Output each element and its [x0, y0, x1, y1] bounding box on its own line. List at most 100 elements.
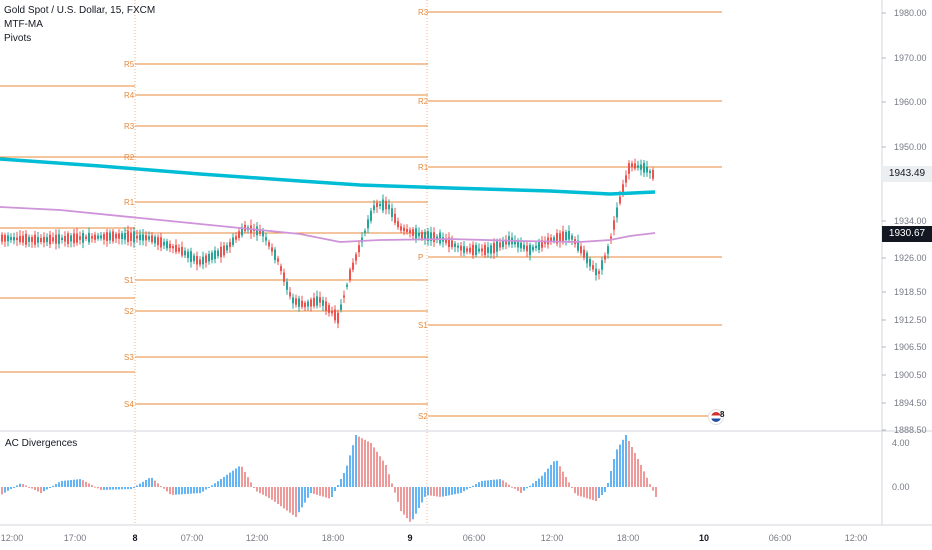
candle-body — [559, 233, 561, 242]
histogram-bar — [100, 487, 102, 490]
histogram-bar — [460, 487, 462, 493]
candle-body — [142, 234, 144, 241]
price-axis-label: 1900.50 — [894, 370, 927, 380]
pivot-label: R1 — [124, 198, 135, 207]
histogram-bar — [619, 444, 621, 487]
candle-body — [499, 242, 501, 248]
candle-body — [94, 234, 96, 240]
time-axis-label: 06:00 — [769, 533, 792, 543]
histogram-bar — [415, 487, 417, 514]
symbol-title[interactable]: Gold Spot / U.S. Dollar, 15, FXCM — [4, 5, 156, 16]
histogram-bar — [94, 486, 96, 488]
candle-body — [337, 312, 339, 324]
candle-body — [565, 231, 567, 241]
candle-body — [544, 241, 546, 244]
us-flag-event-icon[interactable] — [708, 409, 724, 425]
histogram-bar — [214, 483, 216, 487]
histogram-bar — [109, 487, 111, 490]
candle-body — [157, 237, 159, 246]
candle-body — [388, 204, 390, 210]
histogram-bar — [580, 487, 582, 497]
candle-body — [451, 240, 453, 248]
histogram-bar — [238, 466, 240, 487]
candle-body — [604, 255, 606, 260]
candle-body — [169, 243, 171, 249]
histogram-bar — [52, 485, 54, 487]
histogram-bar — [175, 487, 177, 495]
candle-body — [199, 259, 201, 265]
histogram-bar — [601, 487, 603, 495]
indicator-pivots[interactable]: Pivots — [4, 33, 32, 44]
histogram-bar — [598, 487, 600, 498]
candle-body — [637, 165, 639, 168]
candle-body — [487, 247, 489, 253]
histogram-bar — [127, 487, 129, 490]
candle-body — [631, 163, 633, 168]
histogram-bar — [418, 487, 420, 509]
candle-body — [523, 244, 525, 250]
candle-body — [580, 246, 582, 254]
candle-body — [208, 253, 210, 262]
ma-fast-line — [0, 157, 656, 196]
candle-body — [79, 236, 81, 240]
histogram-bar — [514, 487, 516, 489]
histogram-bar — [43, 487, 45, 492]
histogram-bar — [448, 487, 450, 496]
histogram-bar — [442, 487, 444, 497]
candle-body — [535, 245, 537, 249]
candle-body — [331, 310, 333, 314]
histogram-bar — [370, 443, 372, 487]
histogram-bar — [139, 483, 141, 487]
histogram-bar — [478, 482, 480, 487]
candle-body — [118, 233, 120, 239]
histogram-bar — [604, 487, 606, 492]
candle-body — [454, 243, 456, 247]
oscillator-title[interactable]: AC Divergences — [5, 438, 78, 449]
histogram-bar — [283, 487, 285, 509]
histogram-bar — [79, 479, 81, 487]
histogram-bar — [583, 487, 585, 498]
candle-body — [148, 236, 150, 240]
price-axis-label: 1980.00 — [894, 8, 927, 18]
histogram-bar — [217, 481, 219, 487]
candle-body — [166, 241, 168, 249]
histogram-bar — [340, 479, 342, 487]
candle-body — [394, 213, 396, 223]
histogram-bar — [310, 487, 312, 493]
candle-body — [10, 237, 12, 240]
histogram-bar — [166, 487, 168, 492]
histogram-bar — [562, 471, 564, 487]
candle-body — [277, 258, 279, 262]
histogram-bar — [115, 487, 117, 490]
histogram-bar — [223, 476, 225, 487]
candle-body — [586, 252, 588, 264]
candle-body — [649, 170, 651, 174]
candle-body — [241, 227, 243, 236]
pivot-label: S2 — [124, 307, 134, 316]
candle-body — [73, 233, 75, 244]
indicator-mtf-ma[interactable]: MTF-MA — [4, 19, 43, 30]
histogram-bar — [451, 487, 453, 495]
candle-body — [127, 231, 129, 242]
candle-body — [589, 258, 591, 267]
histogram-bar — [367, 441, 369, 487]
histogram-bar — [382, 460, 384, 487]
histogram-bar — [235, 468, 237, 487]
candle-body — [31, 237, 33, 243]
histogram-bar — [568, 482, 570, 487]
histogram-bar — [169, 487, 171, 495]
candle-body — [469, 247, 471, 253]
histogram-bar — [388, 474, 390, 487]
ma-slow-line — [0, 206, 656, 243]
candle-body — [382, 199, 384, 211]
time-axis-label: 12:00 — [246, 533, 269, 543]
candle-body — [493, 242, 495, 254]
candle-body — [235, 236, 237, 240]
histogram-bar — [592, 487, 594, 501]
candle-body — [379, 203, 381, 207]
histogram-bar — [322, 487, 324, 497]
candle-body — [367, 219, 369, 229]
candle-body — [49, 234, 51, 245]
